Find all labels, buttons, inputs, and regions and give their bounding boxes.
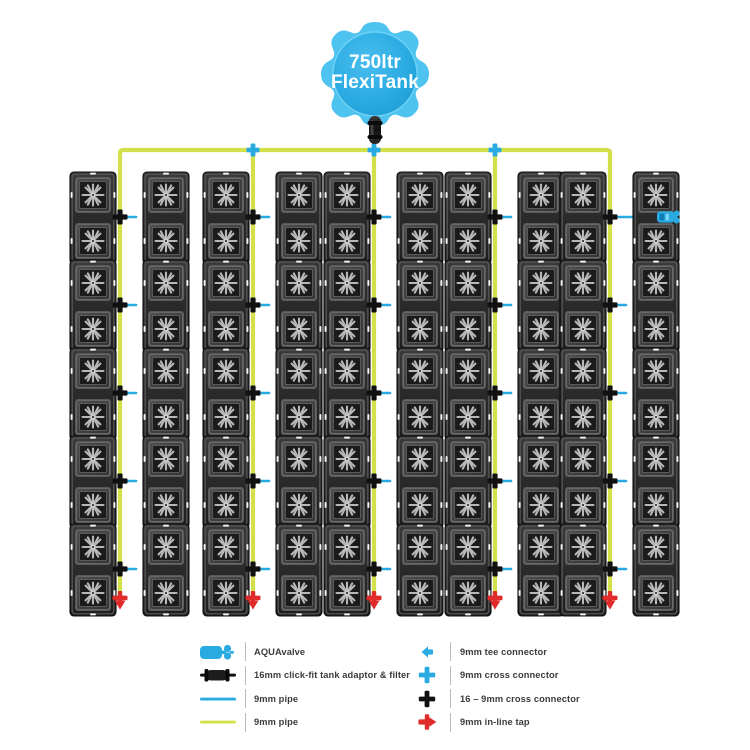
legend-divider <box>245 712 246 732</box>
tank-title-line2: FlexiTank <box>331 72 419 93</box>
legend-label: 9mm in-line tap <box>460 717 530 728</box>
legend-item-tee-connector: 9mm tee connector <box>410 640 585 664</box>
tank-title-line1: 750ltr <box>349 52 401 73</box>
legend-divider <box>245 642 246 662</box>
legend-item-inline-tap: 9mm in-line tap <box>410 711 585 735</box>
legend-label: 9mm pipe <box>254 717 299 728</box>
legend-divider <box>245 689 246 709</box>
legend-item-tank-adaptor: 16mm click-fit tank adaptor & filter <box>195 664 410 688</box>
legend-item-cross-connector-16-9: 16 – 9mm cross connector <box>410 687 585 711</box>
legend-column-left: AQUAvalve 16mm click-fit tank adaptor & … <box>195 640 410 735</box>
legend-divider <box>450 712 451 732</box>
cross-connector-icon <box>410 664 444 687</box>
legend-label: 9mm pipe <box>254 693 299 704</box>
legend-divider <box>450 642 451 662</box>
legend-divider <box>245 665 246 685</box>
tee-connector <box>488 143 502 157</box>
flexitank: 750ltr FlexiTank <box>321 22 429 126</box>
legend-label: 9mm tee connector <box>460 646 547 657</box>
legend-divider <box>450 689 451 709</box>
legend-divider <box>450 665 451 685</box>
legend-item-cross-connector: 9mm cross connector <box>410 664 585 688</box>
yellow-pipe-icon <box>195 711 241 734</box>
legend-item-blue-pipe: 9mm pipe <box>195 687 395 711</box>
aquavalve-icon <box>195 640 241 663</box>
legend-label: 16 – 9mm cross connector <box>460 693 580 704</box>
legend-column-right: 9mm tee connector 9mm cross connector <box>410 640 585 735</box>
tee-connector <box>246 143 260 157</box>
aquavalve-unit <box>657 210 680 224</box>
blue-pipe-icon <box>195 687 241 710</box>
legend-item-yellow-pipe: 9mm pipe <box>195 711 395 735</box>
yellow-pipe-network <box>117 125 613 600</box>
legend-item-aquavalve: AQUAvalve <box>195 640 395 664</box>
legend-label: 9mm cross connector <box>460 670 559 681</box>
tee-connector <box>367 143 381 157</box>
legend: AQUAvalve 16mm click-fit tank adaptor & … <box>195 640 585 735</box>
legend-label: 16mm click-fit tank adaptor & filter <box>254 670 411 681</box>
tank-adaptor-filter <box>367 116 383 144</box>
tank-adaptor-filter-icon <box>195 664 241 687</box>
legend-label: AQUAvalve <box>254 646 306 657</box>
cross-connector-16-9-icon <box>410 687 444 710</box>
tee-connector-icon <box>410 640 444 663</box>
inline-tap-icon <box>410 711 444 734</box>
